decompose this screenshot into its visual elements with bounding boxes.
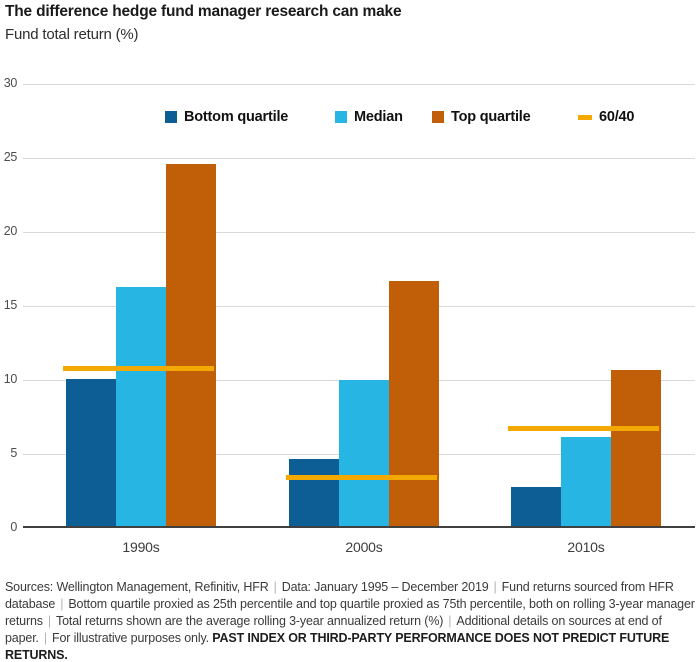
- y-tick-label: 10: [3, 372, 18, 386]
- legend-square-icon: [165, 111, 177, 123]
- footnote-separator: |: [493, 580, 497, 594]
- y-tick-label: 25: [3, 150, 18, 164]
- legend-dash-icon: [578, 114, 592, 120]
- legend-label: Bottom quartile: [184, 109, 289, 125]
- bar-bottom-quartile-2000s: [289, 458, 339, 527]
- y-tick-label: 20: [3, 224, 18, 238]
- chart-title: The difference hedge fund manager resear…: [5, 3, 402, 20]
- bar-median-1990s: [116, 287, 166, 527]
- bar-median-2000s: [339, 380, 389, 527]
- overlay-line-60-40-1990s: [63, 365, 214, 371]
- x-axis-label-2010s: 2010s: [567, 539, 605, 555]
- legend-square-icon: [335, 111, 347, 123]
- bar-top-quartile-2010s: [611, 370, 661, 527]
- chart-subtitle: Fund total return (%): [5, 26, 139, 43]
- x-axis-line: [23, 526, 695, 528]
- footnote-separator: |: [43, 631, 47, 645]
- gridline: [23, 232, 695, 233]
- footnote-segment: Data: January 1995 – December 2019: [281, 580, 489, 594]
- footnote-segment: Sources: Wellington Management, Refiniti…: [5, 580, 269, 594]
- footnote-segment: Additional details on sources at end of …: [5, 614, 662, 645]
- legend-square-icon: [432, 111, 444, 123]
- bar-bottom-quartile-2010s: [511, 487, 561, 527]
- footnote-separator: |: [47, 614, 51, 628]
- source-footnote: Sources: Wellington Management, Refiniti…: [5, 579, 697, 662]
- plot-area: [23, 84, 695, 528]
- footnote-segment: Bottom quartile proxied as 25th percenti…: [5, 597, 695, 628]
- bar-median-2010s: [561, 436, 611, 527]
- x-axis-label-2000s: 2000s: [345, 539, 383, 555]
- overlay-line-60-40-2000s: [286, 475, 437, 481]
- y-tick-label: 5: [10, 446, 17, 460]
- y-tick-label: 15: [3, 298, 18, 312]
- y-tick-label: 30: [3, 76, 18, 90]
- legend-item-top-quartile: Top quartile: [432, 109, 531, 125]
- bar-top-quartile-2000s: [389, 281, 439, 527]
- gridline: [23, 306, 695, 307]
- footnote-separator: |: [273, 580, 277, 594]
- legend-label: 60/40: [599, 109, 635, 125]
- legend-item-60-40: 60/40: [578, 109, 634, 125]
- bar-bottom-quartile-1990s: [66, 379, 116, 527]
- footnote-segment: For illustrative purposes only.: [51, 631, 209, 645]
- legend-label: Top quartile: [451, 109, 531, 125]
- footnote-separator: |: [60, 597, 64, 611]
- gridline: [23, 158, 695, 159]
- legend-item-bottom-quartile: Bottom quartile: [165, 109, 288, 125]
- x-axis-label-1990s: 1990s: [122, 539, 160, 555]
- overlay-line-60-40-2010s: [508, 426, 659, 432]
- footnote-disclaimer-bold: PAST INDEX OR THIRD-PARTY PERFORMANCE DO…: [5, 631, 670, 662]
- legend-item-median: Median: [335, 109, 403, 125]
- footnote-segment: Fund returns sourced from HFR database: [5, 580, 674, 611]
- bar-top-quartile-1990s: [166, 164, 216, 527]
- y-tick-label: 0: [10, 520, 17, 534]
- footnote-segment: Total returns shown are the average roll…: [55, 614, 444, 628]
- footnote-separator: |: [448, 614, 452, 628]
- legend-label: Median: [354, 109, 403, 125]
- gridline: [23, 84, 695, 85]
